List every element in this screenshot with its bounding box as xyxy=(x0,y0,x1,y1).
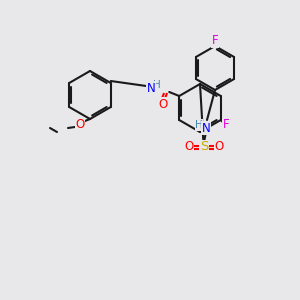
Text: O: O xyxy=(184,140,194,154)
Text: N: N xyxy=(202,122,210,134)
Text: F: F xyxy=(212,34,218,47)
Text: S: S xyxy=(200,140,208,154)
Text: H: H xyxy=(195,120,203,130)
Text: O: O xyxy=(159,98,168,110)
Text: F: F xyxy=(223,118,229,131)
Text: O: O xyxy=(75,118,85,130)
Text: H: H xyxy=(153,80,161,90)
Text: N: N xyxy=(147,82,156,94)
Text: O: O xyxy=(214,140,224,154)
